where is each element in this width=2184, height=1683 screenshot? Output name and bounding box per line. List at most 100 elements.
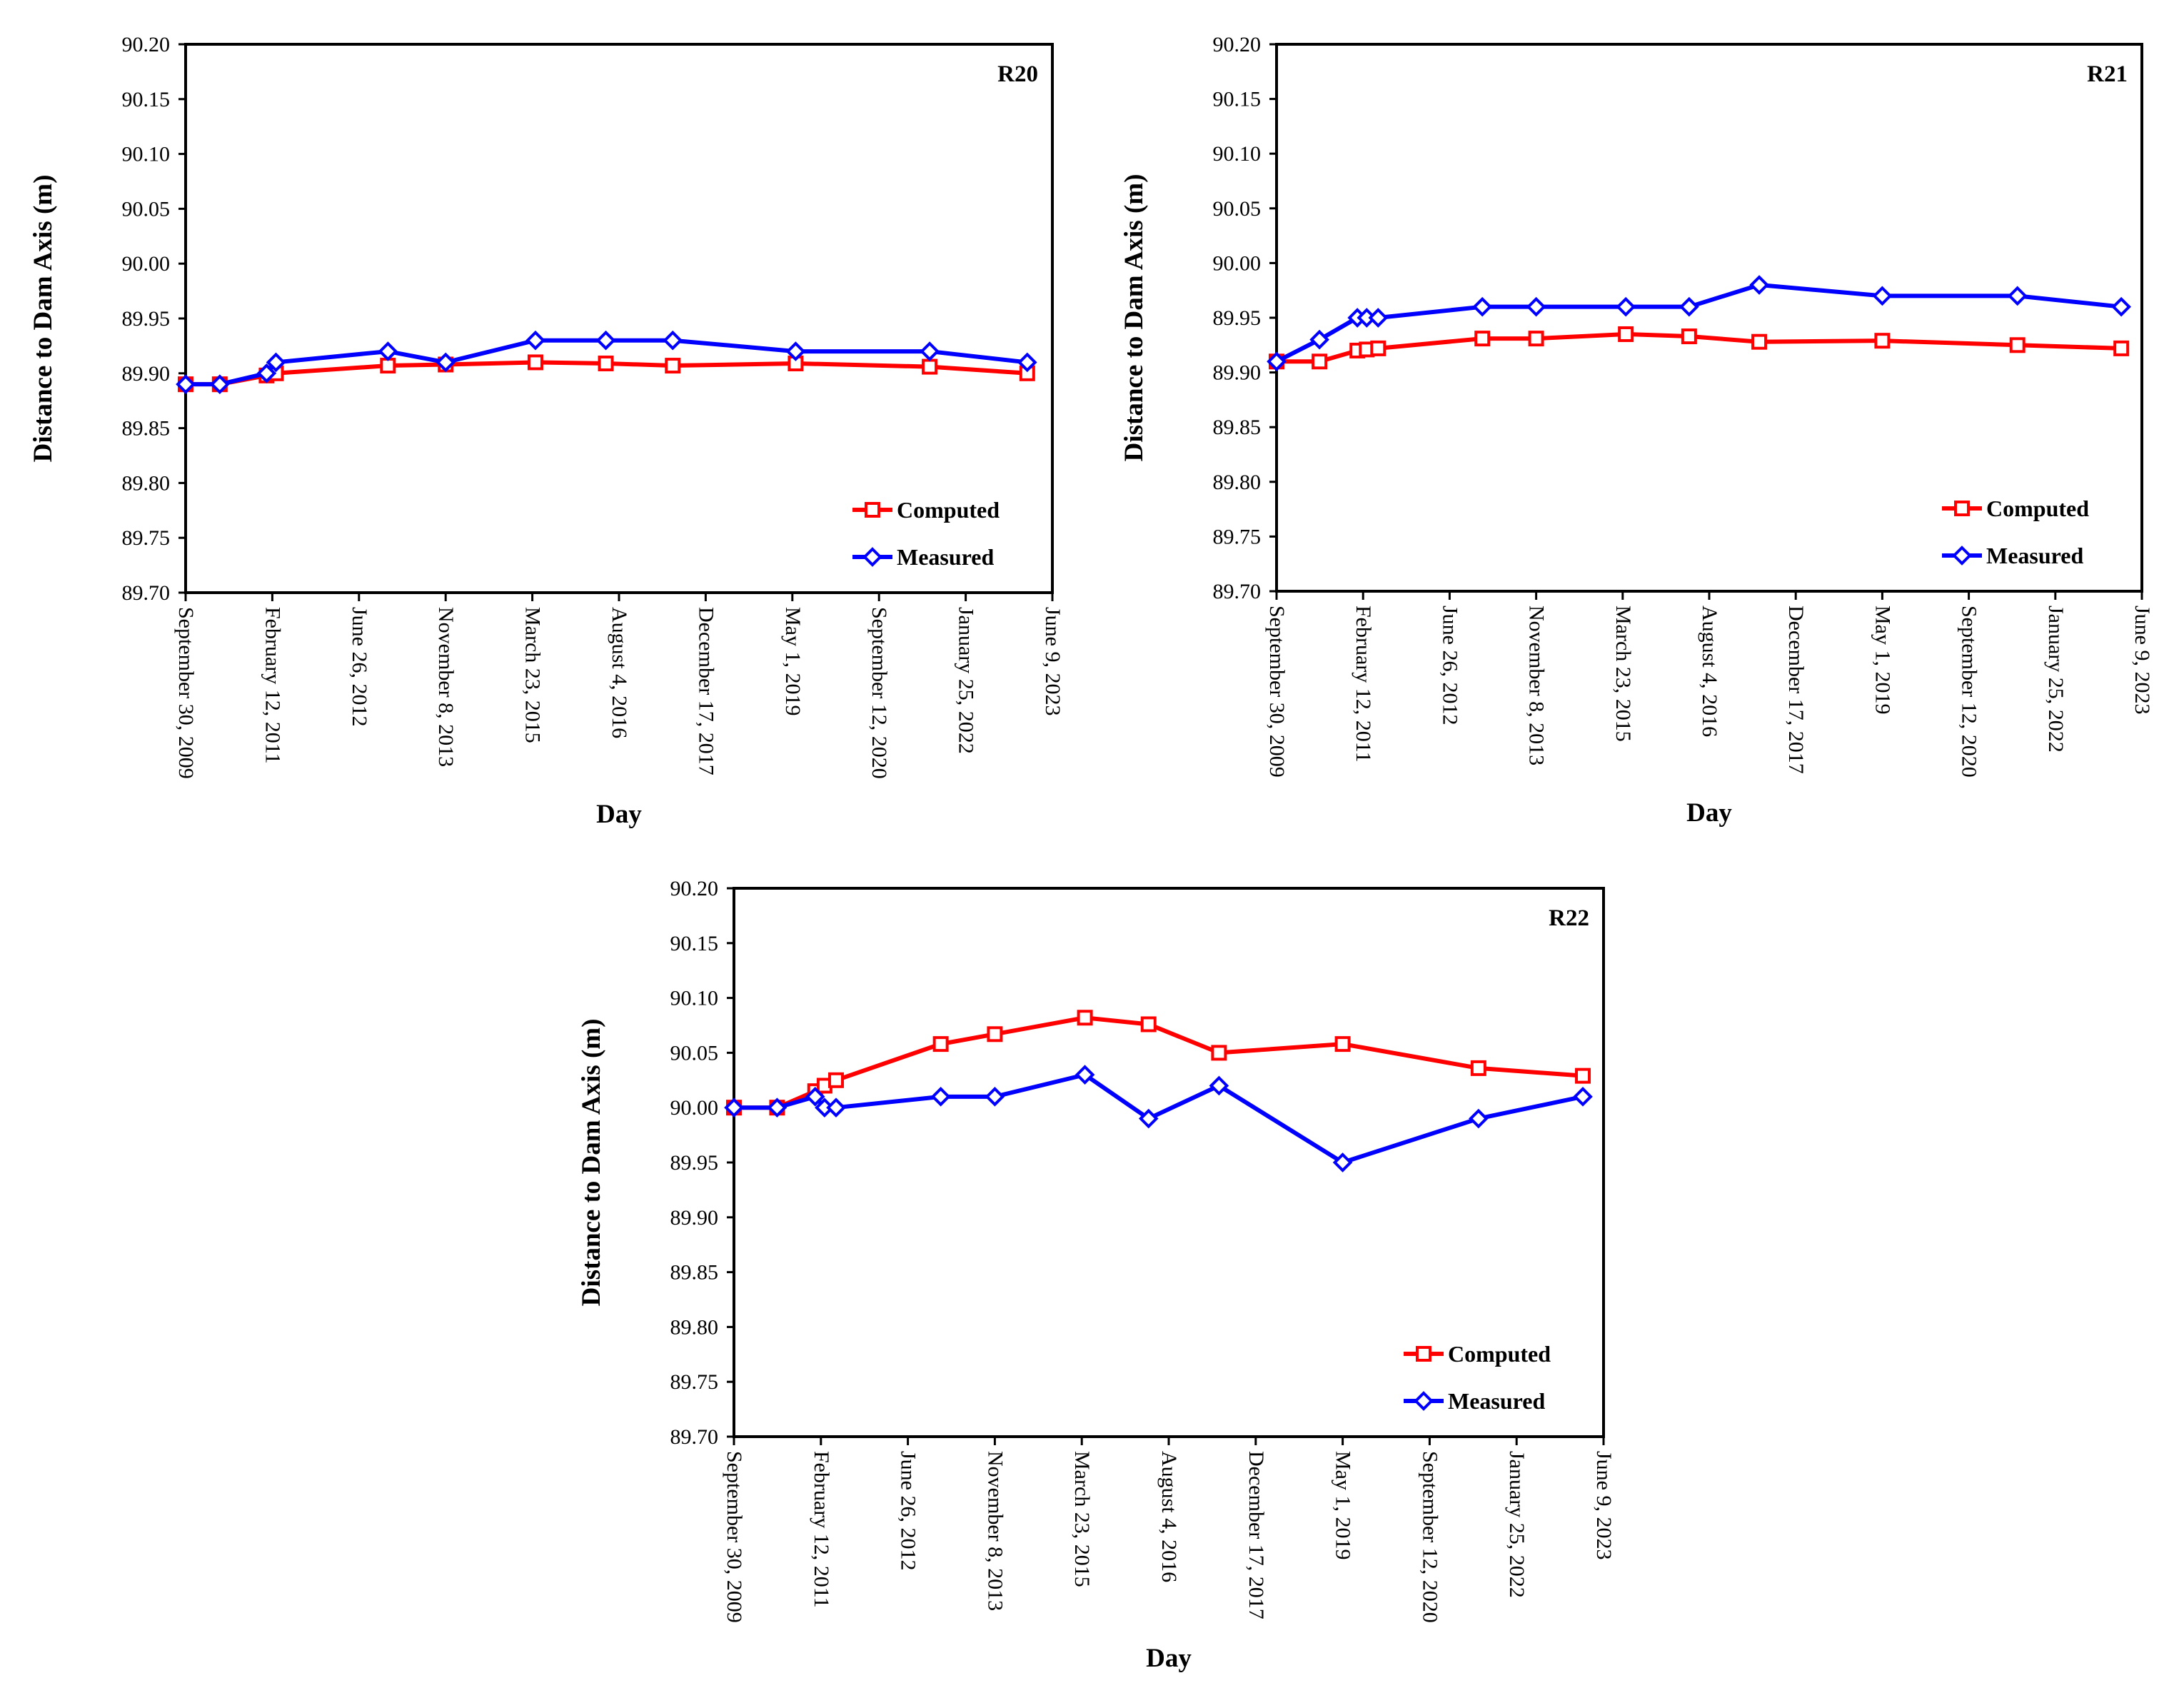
data-point-measured	[2111, 296, 2131, 317]
x-tick-label: February 12, 2011	[1352, 606, 1375, 763]
data-point-measured	[378, 341, 398, 361]
x-tick-label: February 12, 2011	[810, 1451, 833, 1608]
x-tick-label: December 17, 2017	[1244, 1451, 1268, 1619]
y-tick-label: 89.95	[1213, 306, 1262, 330]
data-point-measured	[2007, 286, 2028, 306]
x-tick-label: May 1, 2019	[781, 607, 805, 716]
x-tick-label: September 12, 2020	[1418, 1451, 1441, 1623]
x-tick-label: June 26, 2012	[1438, 606, 1461, 725]
data-point-measured	[436, 352, 456, 373]
y-tick-label: 89.85	[670, 1261, 719, 1285]
data-point-measured	[1138, 1108, 1159, 1129]
x-tick-label: November 8, 2013	[983, 1451, 1007, 1611]
data-point-computed	[2009, 337, 2026, 353]
data-point-computed	[527, 354, 543, 371]
panel-title: R20	[997, 61, 1038, 87]
series-line-computed	[1277, 331, 2122, 364]
data-point-measured	[930, 1087, 951, 1107]
x-tick-label: January 25, 2022	[1505, 1451, 1529, 1598]
data-point-computed	[1751, 333, 1768, 350]
y-axis-title: Distance to Dam Axis (m)	[1119, 174, 1149, 462]
data-point-measured	[1526, 296, 1546, 317]
data-point-computed	[1470, 1060, 1486, 1076]
data-point-measured	[1872, 286, 1893, 306]
x-tick-label: March 23, 2015	[1611, 606, 1635, 742]
y-tick-label: 89.70	[122, 581, 171, 605]
x-tick-label: June 9, 2023	[1592, 1451, 1616, 1560]
data-point-computed	[1370, 340, 1387, 356]
chart-r21: 89.70 89.75 89.80 89.85 89.90 89.95 90.00 90.05…	[1119, 33, 2154, 828]
x-tick-label: August 4, 2016	[1698, 606, 1721, 737]
y-tick-label: 90.05	[122, 197, 171, 221]
chart-r20: 89.70 89.75 89.80 89.85 89.90 89.95 90.00 90.05…	[29, 33, 1065, 829]
data-point-computed	[987, 1026, 1003, 1043]
x-tick-label: November 8, 2013	[1525, 606, 1549, 765]
x-tick-label: December 17, 2017	[694, 607, 718, 775]
data-point-computed	[1312, 353, 1328, 370]
data-point-measured	[210, 374, 230, 394]
legend-label-measured: Measured	[897, 544, 994, 570]
y-tick-label: 89.80	[1213, 471, 1262, 494]
data-point-computed	[1077, 1010, 1093, 1026]
x-tick-label: November 8, 2013	[434, 607, 458, 767]
legend-marker-measured	[1952, 546, 1972, 566]
x-tick-label: June 26, 2012	[348, 607, 371, 727]
data-point-computed	[1528, 331, 1544, 347]
data-point-measured	[785, 341, 806, 361]
data-point-computed	[1211, 1045, 1227, 1061]
y-tick-label: 90.15	[670, 932, 719, 955]
data-point-measured	[525, 330, 545, 351]
data-point-measured	[663, 330, 683, 351]
x-tick-label: June 9, 2023	[2130, 606, 2154, 715]
data-point-measured	[1573, 1087, 1593, 1107]
y-tick-label: 90.10	[670, 987, 719, 1010]
data-point-measured	[1017, 352, 1037, 373]
x-tick-label: August 4, 2016	[1157, 1451, 1181, 1582]
y-tick-label: 89.75	[1213, 525, 1262, 548]
series-line-computed	[734, 1015, 1584, 1110]
data-point-computed	[1474, 331, 1491, 347]
data-point-computed	[932, 1036, 949, 1052]
panel-title: R21	[2087, 61, 2128, 87]
x-tick-label: September 30, 2009	[174, 607, 198, 779]
data-point-measured	[1332, 1152, 1353, 1172]
y-tick-label: 90.00	[122, 252, 171, 276]
x-tick-label: August 4, 2016	[608, 607, 631, 738]
x-tick-label: March 23, 2015	[521, 607, 545, 743]
data-point-computed	[1618, 326, 1634, 342]
data-point-measured	[1472, 296, 1493, 317]
y-tick-label: 90.20	[1213, 33, 1262, 56]
data-point-measured	[1679, 296, 1699, 317]
x-tick-label: September 30, 2009	[723, 1451, 746, 1623]
x-axis-title: Day	[1146, 1644, 1192, 1673]
data-point-measured	[176, 374, 196, 394]
y-tick-label: 89.85	[1213, 416, 1262, 439]
data-point-computed	[1874, 333, 1891, 349]
data-point-measured	[595, 330, 616, 351]
y-tick-label: 90.20	[122, 33, 171, 56]
data-point-measured	[1309, 329, 1329, 350]
x-tick-label: September 30, 2009	[1265, 606, 1289, 778]
x-tick-label: March 23, 2015	[1070, 1451, 1094, 1587]
data-point-measured	[1469, 1108, 1489, 1129]
data-point-computed	[598, 355, 614, 371]
data-point-measured	[266, 352, 286, 373]
y-tick-label: 90.10	[1213, 142, 1262, 166]
y-tick-label: 89.95	[122, 307, 171, 331]
y-tick-label: 89.90	[670, 1206, 719, 1230]
y-tick-label: 90.00	[670, 1096, 719, 1120]
y-tick-label: 89.85	[122, 417, 171, 441]
data-point-computed	[922, 358, 938, 375]
legend-label-measured: Measured	[1448, 1388, 1545, 1414]
data-point-measured	[724, 1097, 744, 1118]
data-point-measured	[1267, 351, 1287, 372]
x-axis-title: Day	[1686, 798, 1732, 828]
x-tick-label: June 26, 2012	[897, 1451, 920, 1571]
x-tick-label: February 12, 2011	[261, 607, 284, 764]
y-tick-label: 89.90	[1213, 361, 1262, 385]
x-tick-label: May 1, 2019	[1332, 1451, 1355, 1560]
data-point-measured	[767, 1097, 787, 1118]
x-tick-label: January 25, 2022	[2044, 606, 2068, 753]
data-point-measured	[826, 1097, 846, 1118]
y-tick-label: 89.80	[122, 471, 171, 495]
